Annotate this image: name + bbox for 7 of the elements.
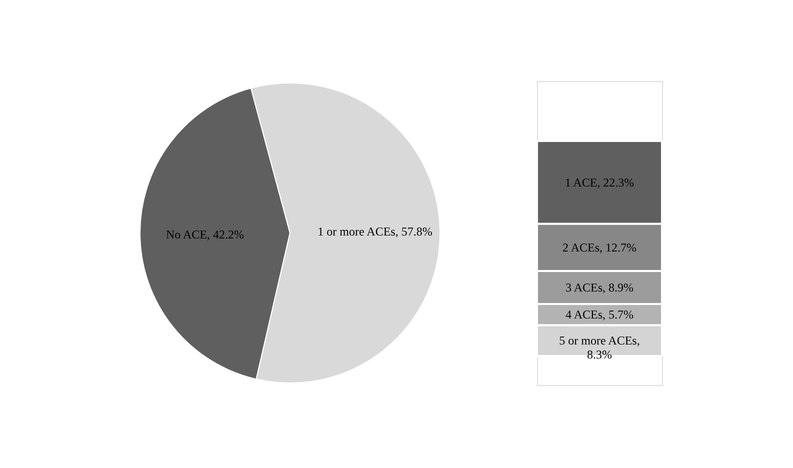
data-label: 4 ACEs, 5.7% [565, 308, 634, 322]
data-label: 5 or more ACEs, 8.3% [559, 334, 640, 362]
data-label: 1 ACE, 22.3% [564, 175, 634, 190]
data-label: 2 ACEs, 12.7% [562, 240, 637, 254]
data-label: 3 ACEs, 8.9% [565, 280, 634, 294]
slice-label: 1 or more ACEs, 57.8% [318, 224, 432, 238]
slice-label: No ACE, 42.2% [166, 228, 244, 242]
